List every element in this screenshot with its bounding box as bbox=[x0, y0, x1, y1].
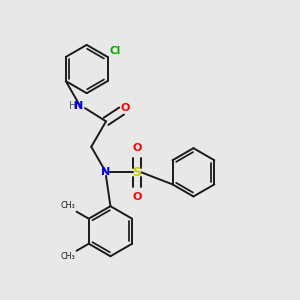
Text: H: H bbox=[70, 101, 77, 111]
Text: S: S bbox=[132, 166, 141, 179]
Text: N: N bbox=[101, 167, 111, 177]
Text: O: O bbox=[132, 192, 142, 202]
Text: Cl: Cl bbox=[110, 46, 121, 56]
Text: N: N bbox=[74, 101, 84, 111]
Text: CH₃: CH₃ bbox=[60, 252, 75, 261]
Text: CH₃: CH₃ bbox=[60, 201, 75, 210]
Text: O: O bbox=[132, 143, 142, 153]
Text: O: O bbox=[121, 103, 130, 113]
